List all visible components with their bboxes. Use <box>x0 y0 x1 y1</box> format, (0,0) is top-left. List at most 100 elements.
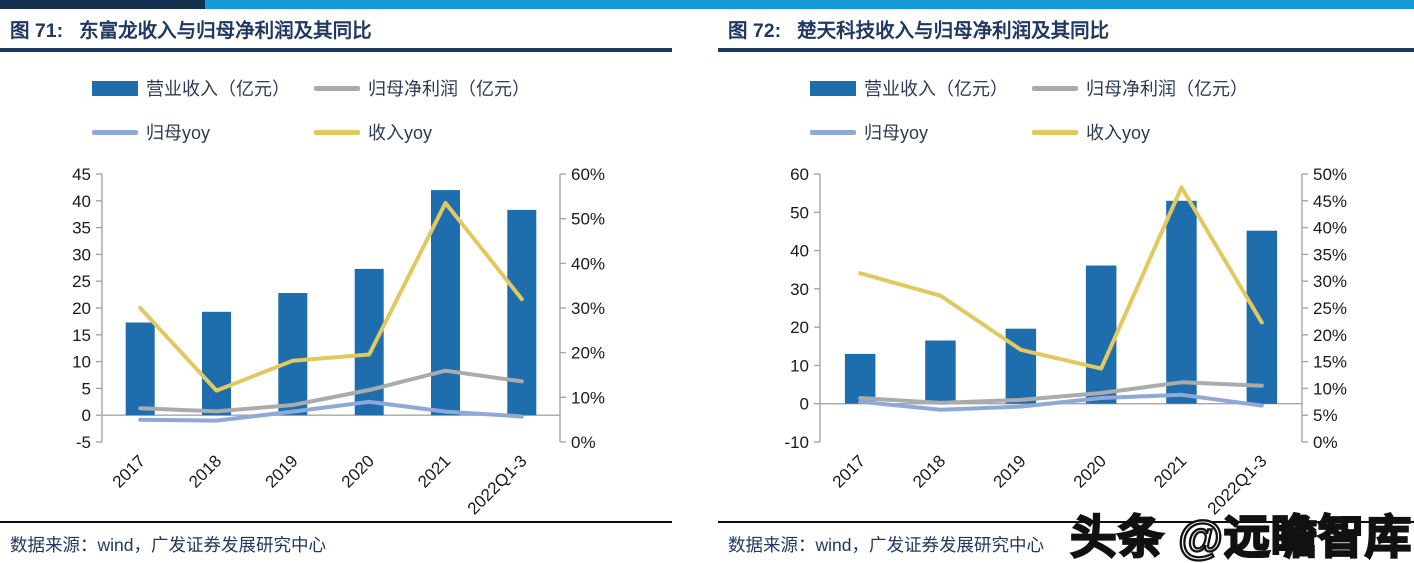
left-axis-tick-label: -5 <box>76 433 91 452</box>
chart-title-fig71: 图 71: 东富龙收入与归母净利润及其同比 <box>0 9 672 52</box>
legend-item-parent-yoy-line: 归母yoy <box>810 119 1032 145</box>
left-axis-tick-label: 0 <box>82 406 91 425</box>
chart-panel-fig72: 图 72: 楚天科技收入与归母净利润及其同比 营业收入（亿元） 归母净利润（亿元） 归… <box>718 9 1414 563</box>
axes: -10 0 10 20 30 40 50 60 0% 5% 10% 15% 20% 25% 30% 35% 40… <box>784 165 1347 452</box>
left-axis-tick-label: -10 <box>784 433 809 452</box>
chart-panels: 图 71: 东富龙收入与归母净利润及其同比 营业收入（亿元） 归母净利润（亿元） 归母… <box>0 9 1414 563</box>
legend-label: 收入yoy <box>1086 123 1151 143</box>
top-accent-strip <box>0 0 1414 9</box>
right-axis-tick-label: 20% <box>1313 326 1347 345</box>
revenue-bars <box>844 200 1278 404</box>
revenue-yoy-line <box>138 201 524 393</box>
net-profit-line <box>138 368 524 414</box>
right-axis-tick-label: 40% <box>1313 219 1347 238</box>
x-axis-tick-label: 2017 <box>109 451 149 491</box>
combo-chart-svg-fig71: -5 0 5 10 15 20 25 30 35 40 45 0% 10% 20% 30% 40% 50% 60%… <box>72 165 605 518</box>
left-axis-tick-label: 20 <box>72 299 91 318</box>
right-axis-tick-label: 60% <box>571 165 605 184</box>
net-profit-line <box>858 380 1264 405</box>
left-axis-tick-label: 45 <box>72 165 91 184</box>
left-axis-tick-label: 0 <box>800 395 809 414</box>
panel-gap <box>672 9 718 563</box>
revenue-bars <box>125 190 537 416</box>
right-axis-tick-label: 40% <box>571 254 605 273</box>
x-axis-tick-label: 2019 <box>989 451 1029 491</box>
legend-label: 归母净利润（亿元） <box>368 79 530 99</box>
legend-swatch-net-profit-line <box>314 85 360 91</box>
legend-swatch-revenue-yoy-line <box>314 129 360 135</box>
parent-yoy-line <box>138 399 524 423</box>
left-axis-tick-label: 15 <box>72 326 91 345</box>
legend-swatch-revenue-bar <box>810 80 856 96</box>
x-axis-tick-label: 2022Q1-3 <box>464 451 531 518</box>
left-axis-tick-label: 40 <box>72 192 91 211</box>
figure-title-text: 东富龙收入与归母净利润及其同比 <box>79 20 372 42</box>
left-axis-tick-label: 5 <box>82 379 91 398</box>
combo-chart-fig72: -10 0 10 20 30 40 50 60 0% 5% 10% 15% 20% 25% 30% 35% 40… <box>718 154 1414 518</box>
x-axis-tick-label: 2019 <box>261 451 301 491</box>
legend-item-net-profit-line: 归母净利润（亿元） <box>1032 75 1414 101</box>
x-axis-tick-label: 2020 <box>1070 451 1110 491</box>
revenue-yoy-line <box>858 185 1264 371</box>
figure-title-text: 楚天科技收入与归母净利润及其同比 <box>797 20 1110 42</box>
legend-item-revenue-yoy-line: 收入yoy <box>314 119 672 145</box>
figure-number-label: 图 71: <box>10 20 64 42</box>
top-accent-strip-dark-segment <box>0 0 205 9</box>
legend-label: 归母yoy <box>864 123 929 143</box>
legend-swatch-parent-yoy-line <box>92 129 138 135</box>
legend-label: 营业收入（亿元） <box>864 79 1008 99</box>
left-axis-tick-label: 10 <box>72 353 91 372</box>
legend-item-revenue-bar: 营业收入（亿元） <box>92 75 314 101</box>
legend-label: 营业收入（亿元） <box>146 79 290 99</box>
left-axis-tick-label: 40 <box>790 242 809 261</box>
left-axis-tick-label: 25 <box>72 272 91 291</box>
legend-label: 收入yoy <box>368 123 433 143</box>
x-axis-tick-label: 2017 <box>829 451 869 491</box>
left-axis-tick-label: 35 <box>72 219 91 238</box>
combo-chart-svg-fig72: -10 0 10 20 30 40 50 60 0% 5% 10% 15% 20% 25% 30% 35% 40… <box>784 165 1347 518</box>
right-axis-tick-label: 50% <box>1313 165 1347 184</box>
legend-item-net-profit-line: 归母净利润（亿元） <box>314 75 672 101</box>
legend-item-revenue-bar: 营业收入（亿元） <box>810 75 1032 101</box>
legend-swatch-revenue-yoy-line <box>1032 129 1078 135</box>
figure-number-label: 图 72: <box>728 20 782 42</box>
chart-title-fig72: 图 72: 楚天科技收入与归母净利润及其同比 <box>718 9 1414 52</box>
left-axis-tick-label: 50 <box>790 203 809 222</box>
right-axis-tick-label: 20% <box>571 344 605 363</box>
legend-label: 归母yoy <box>146 123 211 143</box>
right-axis-tick-label: 45% <box>1313 192 1347 211</box>
chart-panel-fig71: 图 71: 东富龙收入与归母净利润及其同比 营业收入（亿元） 归母净利润（亿元） 归母… <box>0 9 672 563</box>
right-axis-tick-label: 10% <box>1313 379 1347 398</box>
legend-fig71: 营业收入（亿元） 归母净利润（亿元） 归母yoy 收入yoy <box>0 66 672 154</box>
parent-yoy-line <box>858 392 1264 412</box>
x-axis-tick-label: 2018 <box>909 451 949 491</box>
left-axis-tick-label: 30 <box>72 245 91 264</box>
legend-item-revenue-yoy-line: 收入yoy <box>1032 119 1414 145</box>
right-axis-tick-label: 35% <box>1313 245 1347 264</box>
legend-swatch-parent-yoy-line <box>810 129 856 135</box>
source-note-fig72: 数据来源：wind，广发证券发展研究中心 <box>718 521 1414 563</box>
right-axis-tick-label: 0% <box>1313 433 1338 452</box>
legend-label: 归母净利润（亿元） <box>1086 79 1248 99</box>
right-axis-tick-label: 50% <box>571 210 605 229</box>
x-axis-tick-label: 2021 <box>414 451 454 491</box>
left-axis-tick-label: 10 <box>790 356 809 375</box>
legend-fig72: 营业收入（亿元） 归母净利润（亿元） 归母yoy 收入yoy <box>718 66 1414 154</box>
right-axis-tick-label: 15% <box>1313 353 1347 372</box>
right-axis-tick-label: 10% <box>571 388 605 407</box>
left-axis-tick-label: 20 <box>790 318 809 337</box>
x-axis-labels: 2017 2018 2019 2020 2021 2022Q1-3 <box>109 451 531 518</box>
watermark-text: 头条 @远瞻智库 <box>1069 510 1412 563</box>
right-axis-tick-label: 5% <box>1313 406 1338 425</box>
x-axis-tick-label: 2018 <box>185 451 225 491</box>
combo-chart-fig71: -5 0 5 10 15 20 25 30 35 40 45 0% 10% 20% 30% 40% 50% 60%… <box>0 154 672 518</box>
left-axis-tick-label: 60 <box>790 165 809 184</box>
legend-swatch-net-profit-line <box>1032 85 1078 91</box>
x-axis-tick-label: 2020 <box>338 451 378 491</box>
source-note-fig71: 数据来源：wind，广发证券发展研究中心 <box>0 521 672 563</box>
legend-item-parent-yoy-line: 归母yoy <box>92 119 314 145</box>
right-axis-tick-label: 0% <box>571 433 596 452</box>
right-axis-tick-label: 30% <box>571 299 605 318</box>
right-axis-tick-label: 30% <box>1313 272 1347 291</box>
